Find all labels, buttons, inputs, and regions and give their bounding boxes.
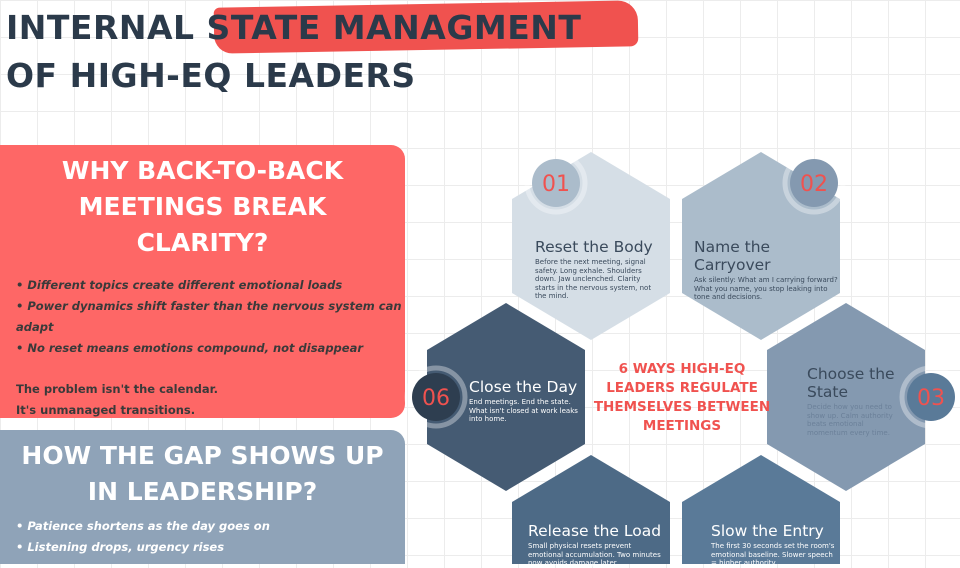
hexagon — [767, 303, 925, 491]
step-text: Before the next meeting, signal safety. … — [535, 258, 652, 300]
page-title-line2: OF HIGH-EQ LEADERS — [6, 56, 416, 95]
closing-text: It's unmanaged transitions. — [16, 403, 196, 417]
badge-ring — [404, 365, 468, 429]
panel-heading: HOW THE GAP SHOWS UP IN LEADERSHIP? — [21, 441, 384, 506]
badge-circle — [790, 159, 838, 207]
closing-text: The problem isn't the calendar. — [16, 382, 218, 396]
bullet: • Patience shortens as the day goes on — [16, 519, 270, 533]
bullet: • Different topics create different emot… — [16, 278, 343, 292]
badge-ring — [899, 365, 960, 429]
badge-circle — [412, 373, 460, 421]
panel-heading: WHY BACK-TO-BACK MEETINGS BREAK CLARITY? — [61, 156, 344, 257]
step-title: Close the Day — [469, 378, 578, 396]
step-6: Close the Day End meetings. End the state… — [469, 378, 581, 424]
title-part: INTERNAL — [6, 8, 207, 47]
hexagon — [512, 455, 670, 564]
bullet: • Listening drops, urgency rises — [16, 540, 225, 554]
step-text: Ask silently: What am I carrying forward… — [694, 276, 838, 301]
hexagon — [427, 303, 585, 491]
step-title: Name the Carryover — [694, 238, 771, 274]
badge-ring — [524, 151, 588, 215]
center-title: 6 WAYS HIGH-EQ LEADERS REGULATE THEMSELV… — [593, 361, 771, 434]
step-3: Choose the State Decide how you need to s… — [807, 365, 902, 437]
page-title-line1: INTERNAL STATE MANAGMENT — [6, 8, 581, 47]
badge-circle — [532, 159, 580, 207]
step-title: Choose the State — [807, 365, 895, 401]
step-2: Name the Carryover Ask silently: What am … — [694, 238, 844, 302]
step-text: End meetings. End the state. What isn't … — [469, 398, 578, 423]
step-title: Reset the Body — [535, 238, 653, 256]
bullet: • No reset means emotions compound, not … — [16, 341, 364, 355]
badge-circle — [907, 373, 955, 421]
step-number: 03 — [917, 386, 945, 411]
step-text: Small physical resets prevent emotional … — [528, 542, 661, 567]
step-number: 01 — [542, 172, 570, 197]
badge-ring — [782, 151, 846, 215]
step-4: Release the Load Small physical resets pr… — [528, 522, 668, 568]
panel-why: WHY BACK-TO-BACK MEETINGS BREAK CLARITY?… — [0, 145, 405, 418]
title-highlight: STATE MANAGMENT — [206, 8, 582, 47]
step-number: 06 — [422, 386, 450, 411]
step-text: Decide how you need to show up. Calm aut… — [807, 403, 893, 437]
panel-how: HOW THE GAP SHOWS UP IN LEADERSHIP? • Pa… — [0, 430, 405, 564]
hexagon — [682, 455, 840, 564]
step-title: Release the Load — [528, 522, 662, 540]
step-5: Slow the Entry The first 30 seconds set t… — [711, 522, 839, 568]
step-text: The first 30 seconds set the room's emot… — [711, 542, 835, 567]
step-title: Slow the Entry — [711, 522, 824, 540]
step-1: Reset the Body Before the next meeting, s… — [535, 238, 660, 301]
bullet: • Power dynamics shift faster than the n… — [16, 299, 402, 334]
step-number: 02 — [800, 172, 828, 197]
